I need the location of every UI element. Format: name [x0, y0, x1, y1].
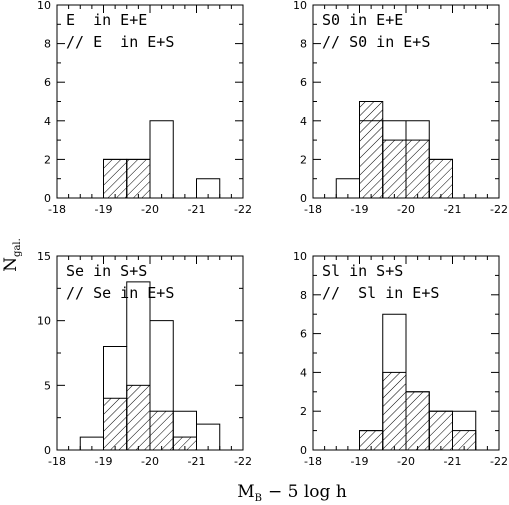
open-histogram-outline	[80, 120, 221, 199]
panel-label-line-2: // Se in E+S	[66, 284, 174, 302]
panel-label-line-1: Sl in S+S	[322, 262, 403, 280]
x-tick-label: -19	[95, 455, 113, 468]
y-axis-title-sub: gal.	[12, 238, 23, 257]
y-tick-label: 6	[300, 328, 307, 341]
hatched-bar	[405, 391, 430, 451]
panels: -18 -19 -20 -21 -22 0 2 4 6 8 10 E in E+E // E in E+…	[37, 0, 508, 468]
y-tick-label: 6	[300, 76, 307, 89]
histogram-panel-1: -18 -19 -20 -21 -22 0 2 4 6 8 10 E in E+E // E in E+…	[37, 0, 252, 216]
hatched-bar	[428, 158, 453, 199]
histogram-panel-4: -18 -19 -20 -21 -22 0 2 4 6 8 10 Sl in S+S // Sl in …	[293, 250, 508, 468]
y-tick-label: 2	[300, 405, 307, 418]
y-axis-title-main: N	[1, 257, 21, 272]
open-histogram-outline	[57, 281, 221, 451]
x-tick-label: -19	[95, 203, 113, 216]
open-histogram-outline	[335, 120, 453, 198]
y-tick-label: 2	[300, 153, 307, 166]
y-tick-label: 8	[44, 38, 51, 51]
panel-label-line-2: // S0 in E+S	[322, 33, 430, 51]
open-histogram-outline	[336, 313, 477, 451]
x-tick-label: -22	[490, 203, 508, 216]
hatched-bar	[103, 397, 128, 451]
x-tick-label: -20	[141, 203, 159, 216]
x-tick-label: -19	[351, 455, 369, 468]
hatched-bar	[428, 410, 453, 451]
panel-label-line-2: // Sl in E+S	[322, 284, 439, 302]
x-axis-title-rest: − 5 log h	[268, 482, 347, 502]
hatched-bar	[126, 384, 151, 451]
hatched-bar	[382, 371, 407, 451]
y-tick-label: 6	[44, 76, 51, 89]
y-tick-label: 8	[300, 38, 307, 51]
y-tick-label: 10	[293, 250, 307, 263]
hatched-bar	[103, 158, 128, 199]
y-tick-label: 2	[44, 153, 51, 166]
x-tick-label: -21	[188, 203, 206, 216]
y-tick-label: 4	[44, 115, 51, 128]
y-tick-label: 10	[37, 0, 51, 12]
hatched-bar	[382, 139, 407, 199]
y-tick-label: 0	[44, 444, 51, 457]
x-axis-title-main: M	[237, 482, 254, 502]
y-tick-label: 10	[37, 315, 51, 328]
panel-label-line-1: S0 in E+E	[322, 11, 403, 29]
histogram-panel-3: -18 -19 -20 -21 -22 0 5 10 15 Se in S+S // Se in E…	[37, 250, 252, 468]
x-tick-label: -18	[304, 203, 322, 216]
y-tick-label: 0	[44, 192, 51, 205]
x-tick-label: -22	[490, 455, 508, 468]
histogram-panel-2: -18 -19 -20 -21 -22 0 2 4 6 8 10 S0 in E+E // S0 in …	[293, 0, 508, 216]
x-tick-label: -18	[48, 203, 66, 216]
hatched-bar	[359, 101, 384, 199]
y-axis-title: Ngal.	[1, 238, 23, 272]
x-axis-title-sub: B	[255, 493, 262, 504]
x-tick-label: -19	[351, 203, 369, 216]
y-tick-label: 0	[300, 192, 307, 205]
hatched-bar	[405, 139, 430, 199]
x-tick-label: -21	[188, 455, 206, 468]
y-tick-label: 15	[37, 250, 51, 263]
x-axis-title: MB − 5 log h	[237, 482, 347, 504]
x-tick-label: -20	[397, 203, 415, 216]
x-tick-label: -18	[48, 455, 66, 468]
y-tick-label: 8	[300, 289, 307, 302]
y-tick-label: 10	[293, 0, 307, 12]
panel-label-line-1: Se in S+S	[66, 262, 147, 280]
x-tick-label: -21	[444, 455, 462, 468]
svg-text:Ngal.: Ngal.	[1, 238, 23, 272]
x-tick-label: -22	[234, 455, 252, 468]
panel-label-line-1: E in E+E	[66, 11, 147, 29]
x-tick-label: -20	[141, 455, 159, 468]
x-tick-label: -21	[444, 203, 462, 216]
y-tick-label: 4	[300, 115, 307, 128]
y-tick-label: 4	[300, 366, 307, 379]
y-tick-label: 0	[300, 444, 307, 457]
hatched-bar	[126, 158, 151, 199]
x-tick-label: -22	[234, 203, 252, 216]
y-tick-label: 5	[44, 379, 51, 392]
x-tick-label: -18	[304, 455, 322, 468]
hatched-bar	[149, 410, 174, 451]
x-tick-label: -20	[397, 455, 415, 468]
panel-label-line-2: // E in E+S	[66, 33, 174, 51]
